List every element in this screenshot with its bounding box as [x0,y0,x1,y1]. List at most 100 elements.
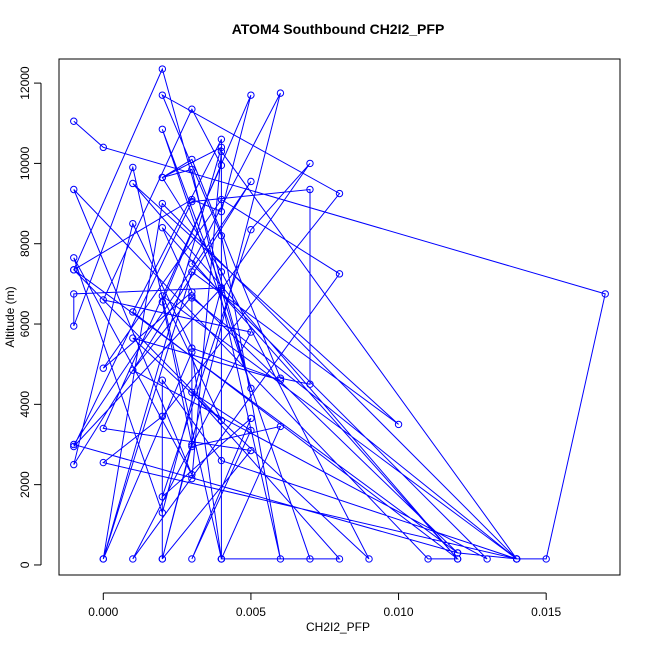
data-point [217,195,226,204]
x-axis: 0.000 0.005 0.010 0.015 [88,592,562,619]
data-point [188,440,196,449]
y-tick-label: 4000 [18,391,32,418]
data-point [188,388,196,396]
chart-title: ATOM4 Southbound CH2I2_PFP [232,21,445,37]
data-point [99,143,107,152]
data-point [129,308,137,316]
data-point [129,219,137,228]
data-point [129,179,137,188]
data-point [70,266,78,274]
y-tick-label: 10000 [18,146,32,180]
data-point [247,384,255,392]
y-axis: 0 2000 4000 6000 8000 10000 12000 [18,66,42,568]
series-line [72,67,606,560]
data-point [129,334,137,342]
data-point [129,163,137,172]
data-point [276,555,285,563]
data-point [70,117,78,125]
data-point [188,165,196,174]
y-tick-label: 0 [18,561,32,568]
data-point [158,173,167,182]
data-point [188,155,196,164]
data-point [247,426,255,435]
data-point [129,555,137,563]
data-point [217,161,226,170]
data-point [306,159,314,168]
data-point [99,555,107,563]
y-tick-label: 6000 [18,310,32,337]
data-point [188,294,196,302]
data-point [512,555,521,563]
data-point [188,348,196,356]
y-tick-label: 2000 [18,471,32,498]
data-point [188,268,196,276]
x-tick-label: 0.005 [236,605,266,619]
data-point [217,286,226,294]
data-point [217,135,226,144]
data-point [188,292,196,300]
data-point [70,290,78,298]
data-point [158,223,167,232]
data-point [99,458,107,467]
data-point [247,177,255,186]
data-point [247,414,255,423]
data-point [276,422,285,431]
data-point [217,268,226,276]
y-tick-label: 8000 [18,230,32,257]
data-point [276,376,285,384]
data-point [99,364,107,372]
data-point [158,412,167,421]
data-point [129,366,137,374]
data-point [247,446,255,455]
data-point [217,456,226,465]
data-point [188,344,196,352]
data-point [217,147,226,156]
data-point [453,555,462,563]
data-point [424,555,432,563]
data-point [217,231,226,240]
y-axis-label: Altitude (m) [3,286,17,347]
data-point [335,189,344,198]
data-point [217,555,226,563]
data-point [601,290,609,298]
data-point [188,197,196,206]
data-point [335,270,344,278]
data-point [217,416,226,425]
x-tick-label: 0.000 [88,605,118,619]
data-point [188,470,196,479]
data-point [542,555,550,563]
data-point [70,254,78,262]
data-point [158,65,167,73]
y-tick-label: 12000 [18,66,32,100]
data-point [365,555,373,563]
data-point [217,207,226,216]
data-point [158,376,167,384]
data-point [188,195,196,204]
data-point [276,89,285,97]
data-point [70,440,78,449]
data-point [158,91,167,99]
data-point [158,509,167,517]
data-point [247,225,255,234]
data-point [188,442,196,451]
data-point [158,492,167,501]
plot-frame [58,58,621,576]
data-point [247,328,255,336]
data-point [99,424,107,433]
data-point [99,296,107,304]
data-point [217,143,226,152]
data-point [306,380,314,388]
data-point [188,474,196,483]
data-point [276,374,285,382]
data-point [70,442,78,451]
data-point [335,555,344,563]
data-point [188,555,196,563]
series-layer [70,65,609,563]
data-point [158,292,167,300]
data-point [306,185,314,194]
x-axis-label: CH2I2_PFP [306,620,370,634]
data-point [188,105,196,113]
x-tick-label: 0.015 [531,605,561,619]
data-point [483,555,491,563]
